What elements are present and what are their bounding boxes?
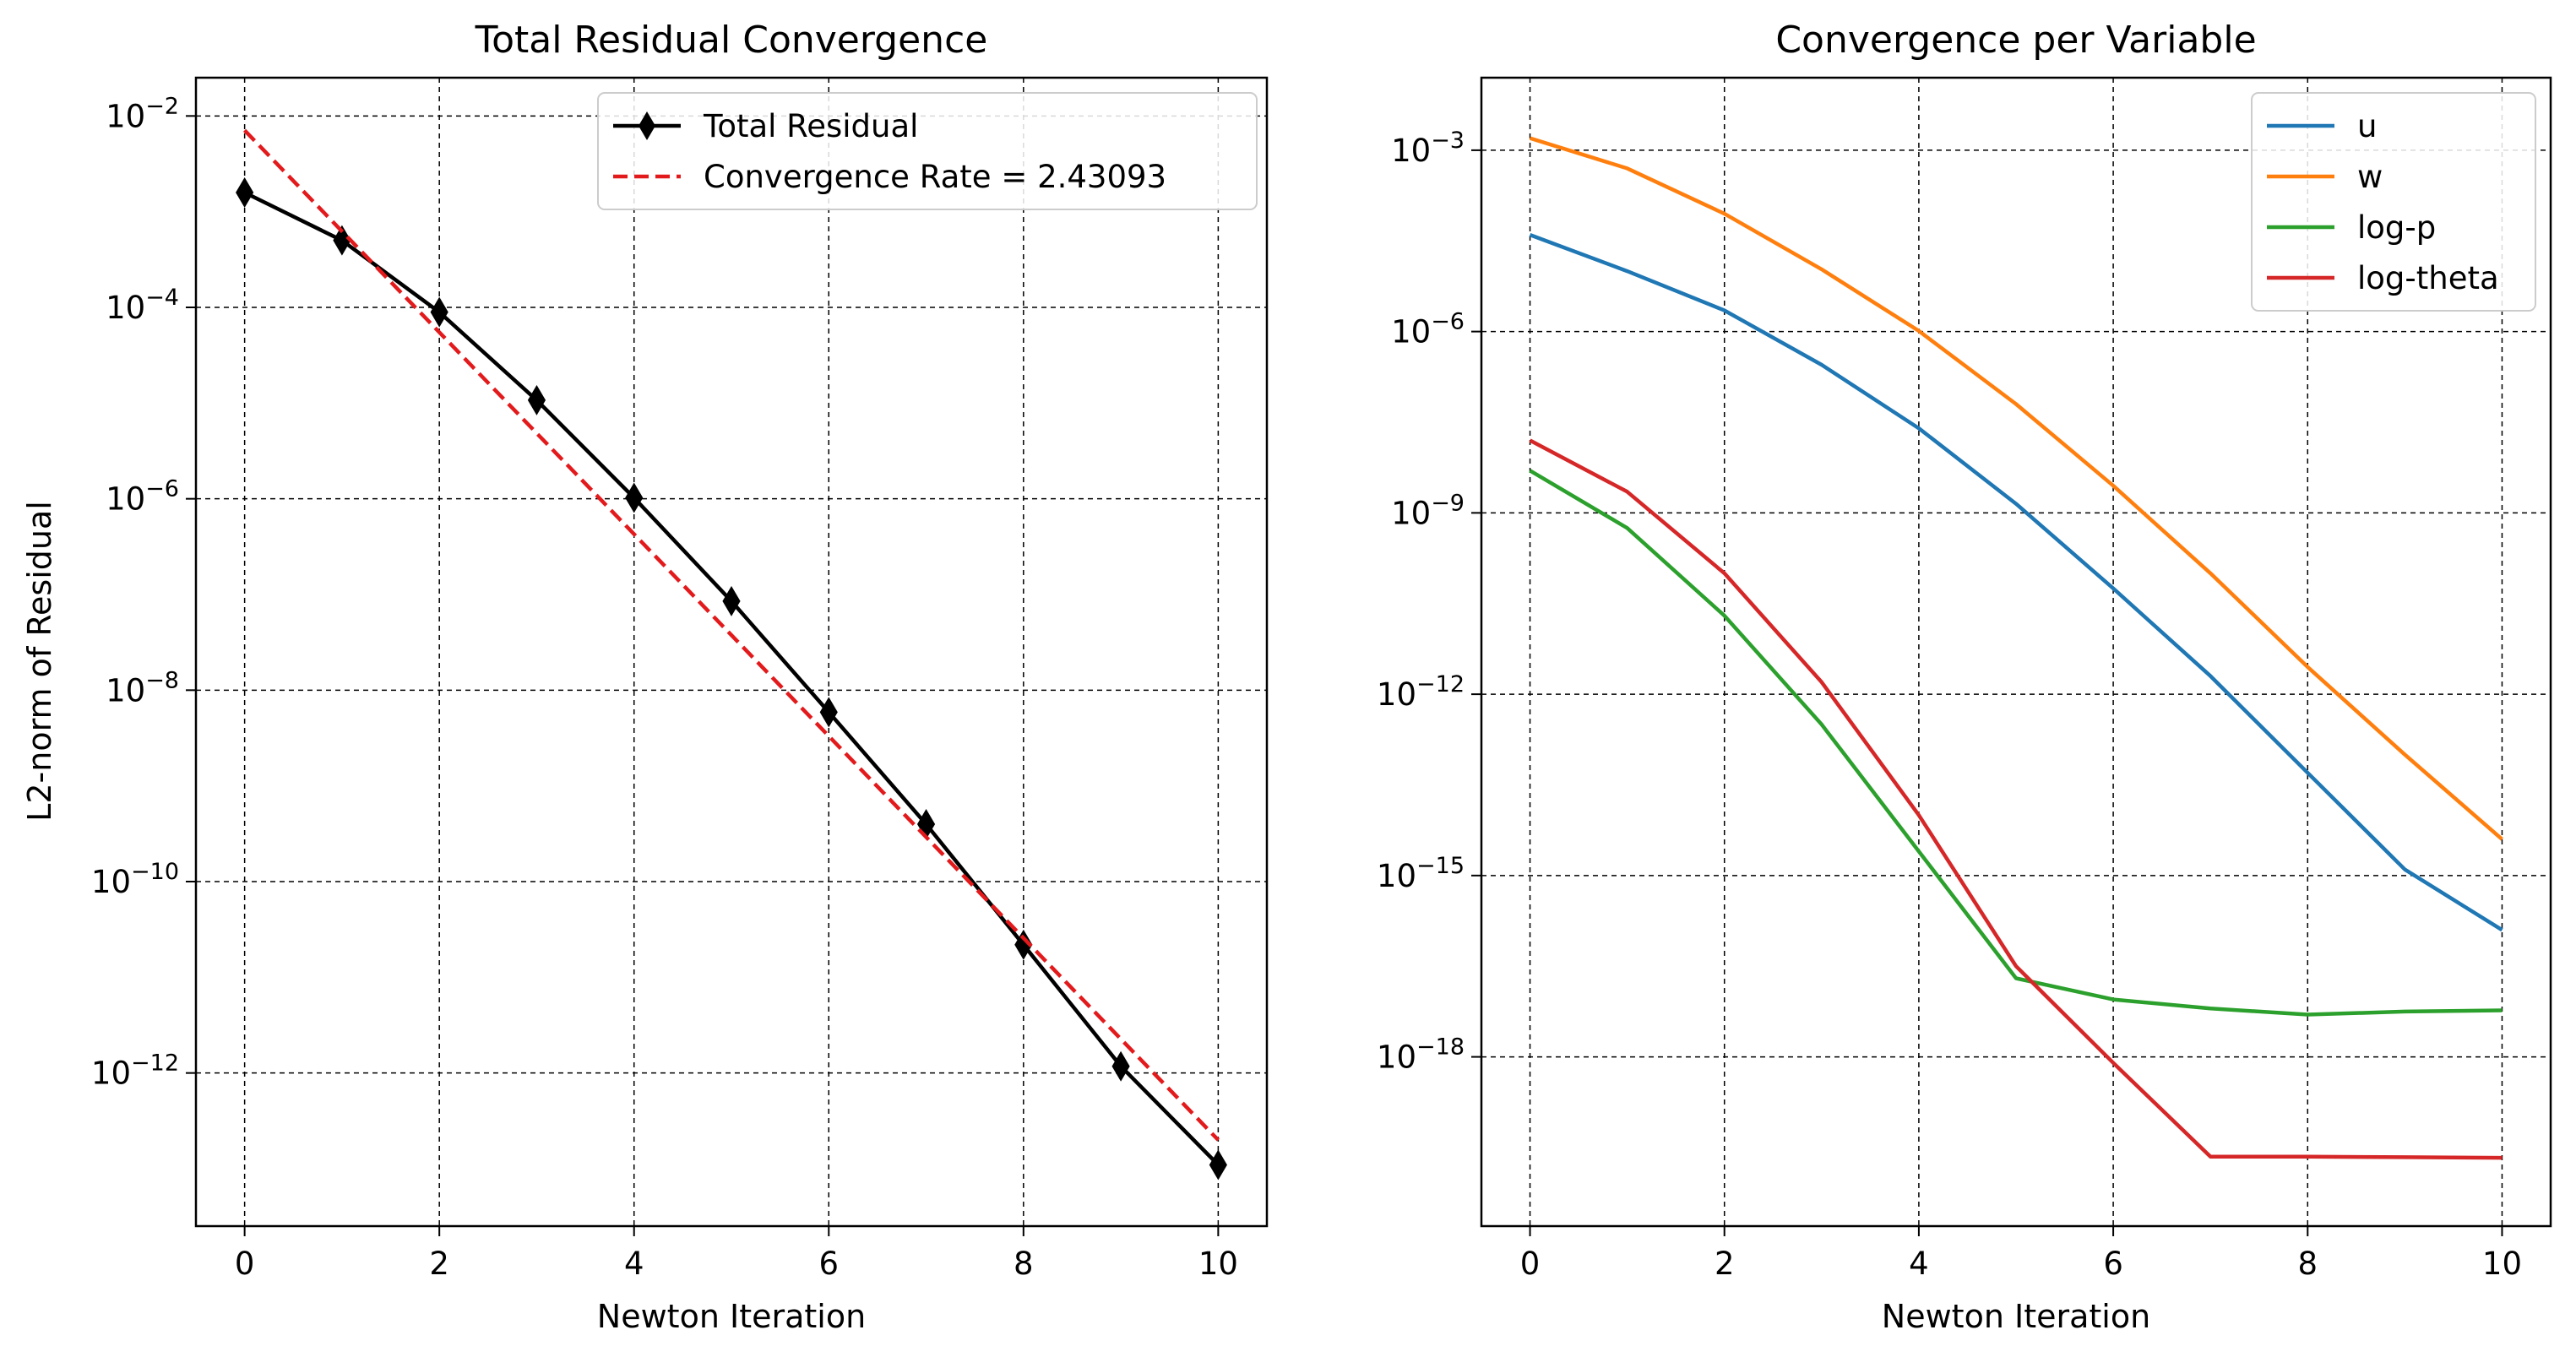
x-axis-label: Newton Iteration [1882,1298,2150,1335]
x-tick-label: 10 [2482,1246,2522,1282]
y-tick-label: 10−6 [1391,309,1465,350]
x-tick-label: 4 [624,1246,644,1282]
y-tick-label: 10−12 [1377,671,1465,713]
legend: Total Residual Convergence Rate = 2.43093 [597,92,1258,210]
data-point-marker [722,585,741,616]
x-tick-label: 0 [1520,1246,1541,1282]
legend-label: log-theta [2357,260,2499,296]
grid [1481,78,2551,1226]
legend-box [597,92,1258,210]
series-line-w [1529,136,2503,841]
y-axis-label: L2-norm of Residual [21,501,58,822]
x-tick-label: 2 [1715,1246,1735,1282]
y-tick-label: 10−4 [106,285,179,326]
chart-total-residual: Total Residual Convergence Newton Iterat… [21,19,1269,1335]
data-point-marker [430,296,448,328]
data-point-marker [1014,929,1033,960]
chart-title: Total Residual Convergence [475,19,988,62]
plot-frame [194,76,1269,1228]
x-tick-label: 8 [2297,1246,2318,1282]
legend-label: w [2357,159,2383,195]
series-line-log-p [1529,469,2503,1017]
y-tick-label: 10−6 [106,476,179,518]
series-line-u [1529,232,2503,932]
data-point-marker [333,225,351,256]
y-tick-label: 10−12 [91,1050,179,1092]
x-axis-label: Newton Iteration [597,1298,866,1335]
legend-label: u [2357,108,2377,144]
series-line-log-theta [1529,438,2503,1160]
x-tick-label: 10 [1198,1246,1238,1282]
x-tick-label: 4 [1909,1246,1929,1282]
legend-marker [639,111,655,140]
series-layer [236,128,1227,1181]
y-tick-label: 10−2 [106,93,179,134]
ticks: 0 2 4 6 8 10 10−12 10−10 10−8 10−6 10−4 10−2 [91,93,1238,1282]
series-line-convergence-rate-2-43093 [242,128,1220,1142]
x-tick-label: 6 [2103,1246,2123,1282]
data-point-marker [527,384,546,415]
plot-frame [1480,76,2552,1228]
legend-label: log-p [2357,209,2436,246]
legend-box [2251,92,2536,312]
chart-per-variable: Convergence per Variable Newton Iteratio… [1377,19,2552,1335]
data-point-marker [1209,1149,1227,1181]
y-tick-label: 10−3 [1391,128,1465,169]
legend-label: Total Residual [703,108,918,144]
x-tick-label: 0 [235,1246,255,1282]
y-tick-label: 10−18 [1377,1034,1465,1076]
data-point-marker [236,177,254,208]
series-layer [1529,136,2503,1160]
x-tick-label: 2 [429,1246,449,1282]
chart-title: Convergence per Variable [1775,19,2256,62]
data-point-marker [819,697,838,728]
y-tick-label: 10−8 [106,667,179,708]
legend-label: Convergence Rate = 2.43093 [704,159,1166,195]
legend: uw log-p log-theta [2251,92,2536,312]
x-tick-label: 8 [1014,1246,1034,1282]
data-point-marker [625,482,644,513]
x-tick-label: 6 [818,1246,839,1282]
y-tick-label: 10−10 [91,859,179,900]
y-tick-label: 10−15 [1377,853,1465,894]
ticks: 0 2 4 6 8 10 10−18 10−15 10−12 10−9 10−6 10−3 [1377,128,2522,1282]
y-tick-label: 10−9 [1391,490,1465,531]
data-point-marker [1111,1050,1130,1082]
